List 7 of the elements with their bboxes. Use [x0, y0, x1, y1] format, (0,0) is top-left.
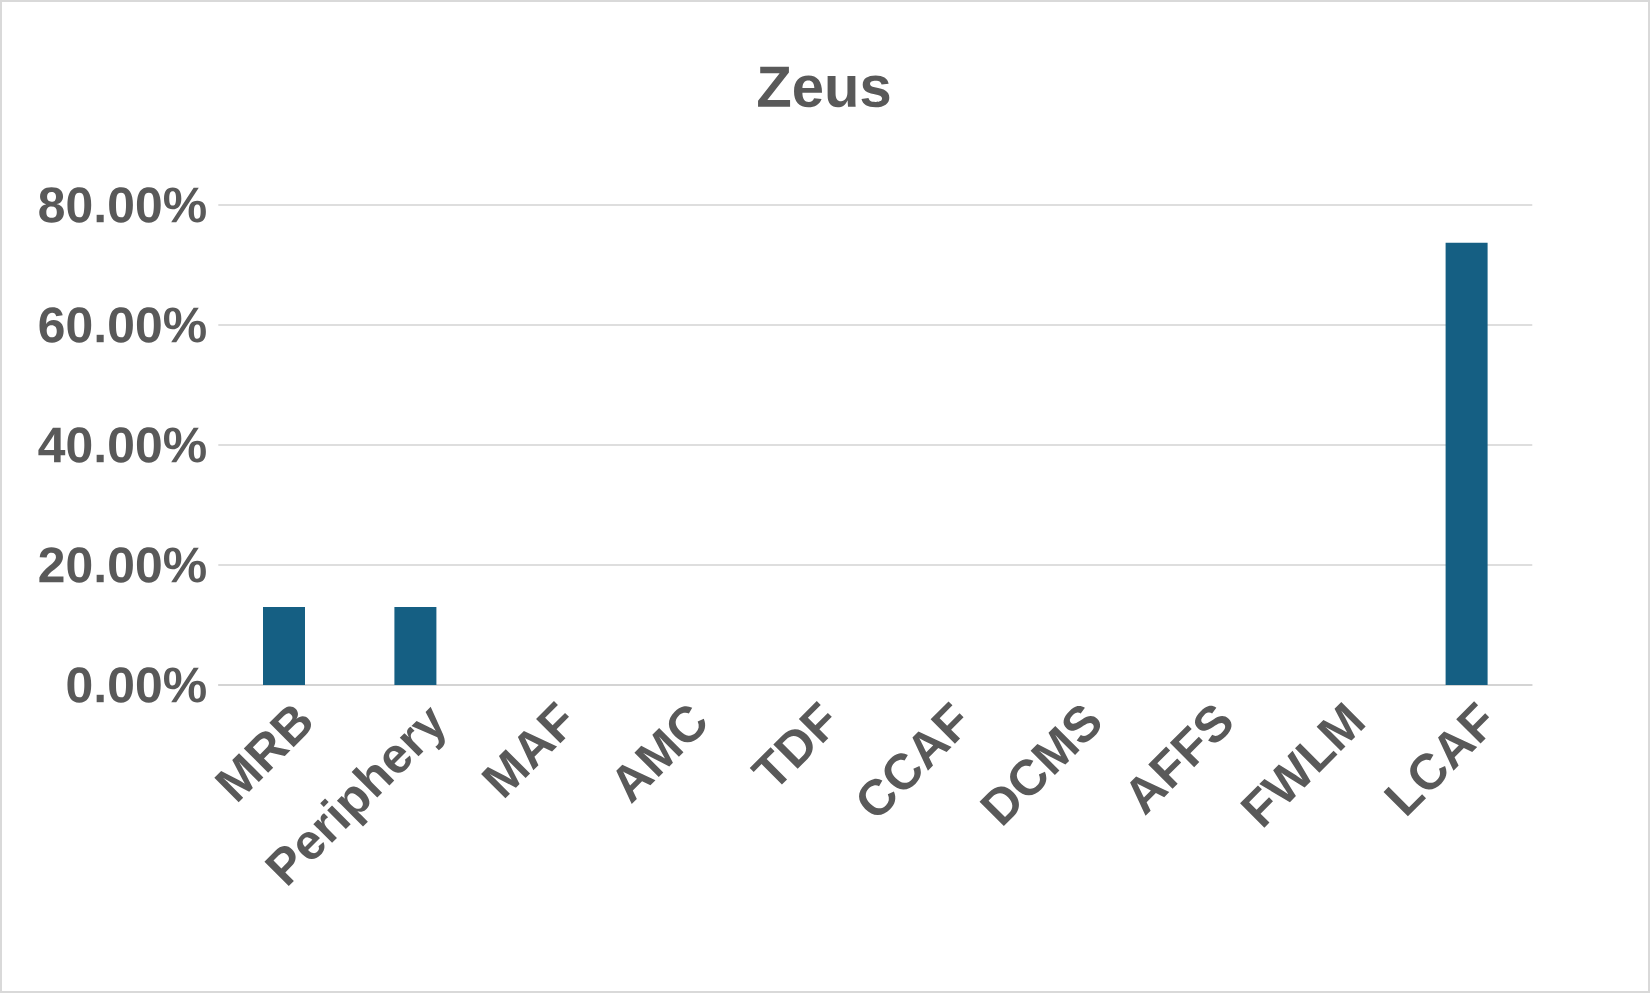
y-tick-label: 0.00%	[67, 667, 206, 703]
y-tick-label: 20.00%	[39, 547, 206, 583]
chart-title: Zeus	[758, 66, 890, 108]
y-tick-label: 40.00%	[38, 427, 206, 463]
x-tick-label: TDF	[749, 701, 832, 785]
y-tick-label: 80.00%	[39, 187, 206, 223]
y-tick-label: 60.00%	[39, 307, 206, 343]
